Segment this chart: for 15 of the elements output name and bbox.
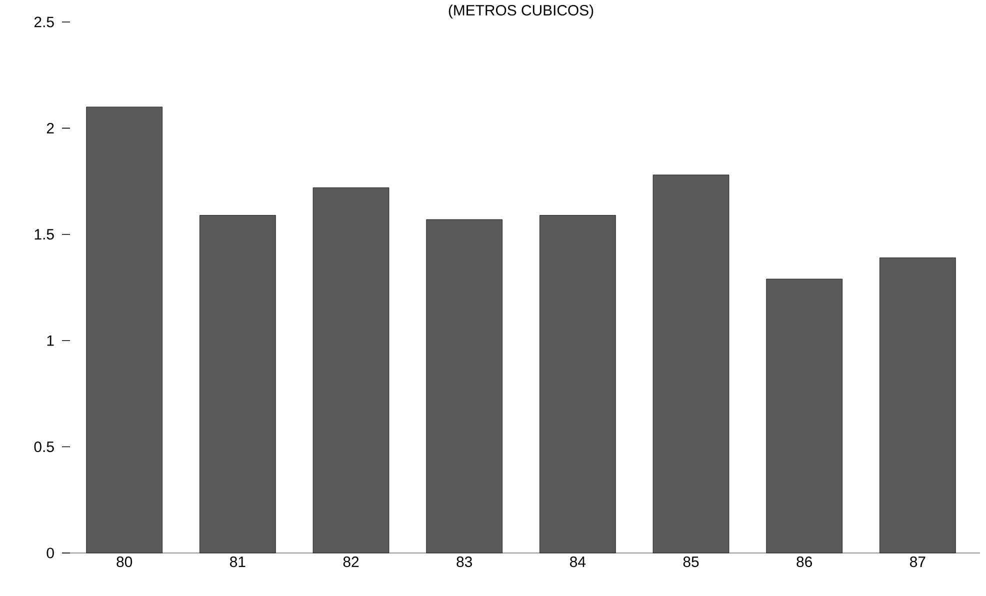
y-tick-label: 1 (47, 335, 54, 346)
x-tick-label: 87 (910, 556, 926, 568)
y-tick-label: 0 (46, 548, 54, 558)
x-tick-label: 81 (230, 556, 246, 568)
x-tick-label: 86 (796, 556, 812, 568)
chart-title: (METROS CUBICOS) (448, 4, 594, 18)
y-tick-label: 1.5 (34, 229, 54, 240)
y-tick-label: 2.5 (34, 16, 54, 28)
x-tick-label: 85 (683, 556, 699, 568)
x-tick-label: 82 (343, 556, 359, 568)
x-tick-label: 80 (116, 556, 132, 568)
x-tick-label: 84 (570, 556, 586, 568)
y-tick-label: 0.5 (34, 441, 54, 452)
x-tick-label: 83 (456, 556, 472, 568)
y-tick-label: 2 (46, 122, 54, 134)
